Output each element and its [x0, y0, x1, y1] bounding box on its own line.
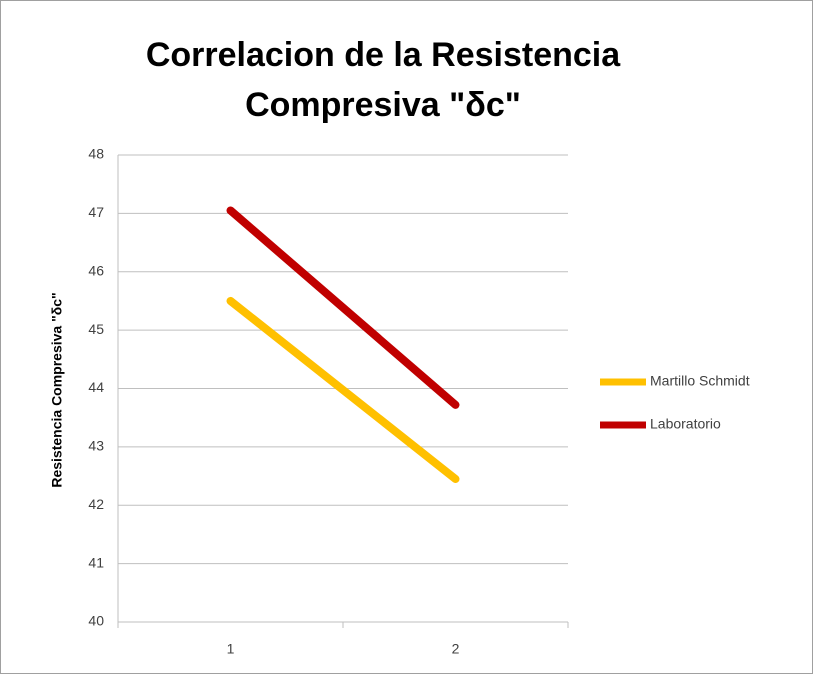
- legend-label: Martillo Schmidt: [650, 373, 750, 389]
- chart-title: Compresiva "δc": [245, 86, 521, 124]
- series-line: [226, 206, 460, 409]
- y-tick-label: 46: [88, 262, 104, 278]
- y-tick-label: 48: [88, 146, 104, 162]
- y-tick-label: 43: [88, 438, 104, 454]
- y-tick-label: 42: [88, 496, 104, 512]
- y-tick-label: 45: [88, 321, 104, 337]
- series-line: [226, 296, 460, 483]
- y-tick-label: 47: [88, 204, 104, 220]
- y-tick-label: 40: [88, 613, 104, 629]
- y-tick-label: 41: [88, 554, 104, 570]
- y-axis-label: Resistencia Compresiva "δc": [49, 292, 65, 487]
- legend-label: Laboratorio: [650, 416, 721, 432]
- x-tick-label: 1: [227, 641, 235, 657]
- x-tick-label: 2: [452, 641, 460, 657]
- chart-title: Correlacion de la Resistencia: [146, 36, 621, 74]
- y-tick-label: 44: [88, 379, 104, 395]
